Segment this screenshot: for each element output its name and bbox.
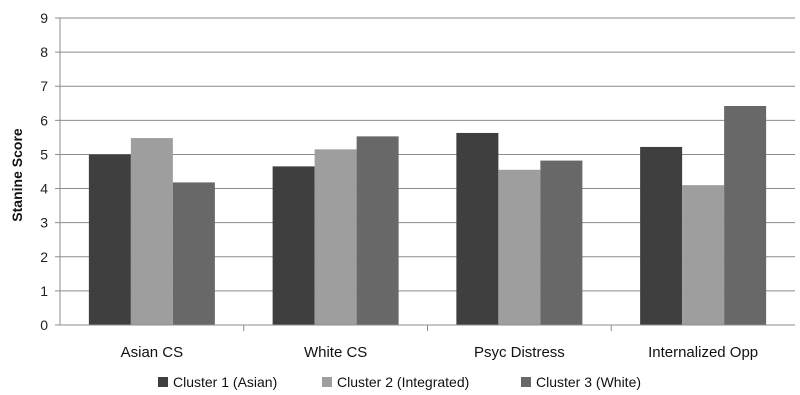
y-tick-label: 1 [40,283,48,299]
bar [88,154,131,325]
y-tick-label: 4 [40,181,48,197]
bar [540,160,583,325]
y-tick-label: 6 [40,112,48,128]
axes [59,18,795,331]
bar [172,182,215,325]
legend-item: Cluster 3 (White) [521,374,641,390]
legend-label: Cluster 1 (Asian) [173,374,277,390]
y-tick-label: 7 [40,78,48,94]
bar [682,185,725,325]
legend-swatch [158,377,168,387]
x-category-label: Psyc Distress [474,344,565,361]
legend-item: Cluster 2 (Integrated) [322,374,469,390]
y-axis-title: Stanine Score [9,128,25,222]
legend-swatch [322,377,332,387]
y-tick-label: 0 [40,317,48,333]
y-tick-labels: 0 1 2 3 4 5 6 7 8 9 [40,10,48,333]
legend-label: Cluster 2 (Integrated) [337,374,469,390]
bar [314,149,357,325]
bar [356,136,399,325]
bar [640,146,683,325]
y-tick-label: 2 [40,249,48,265]
legend-item: Cluster 1 (Asian) [158,374,277,390]
y-tick-label: 9 [40,10,48,26]
y-tick-label: 8 [40,44,48,60]
bar [456,132,499,325]
legend-swatch [521,377,531,387]
bar [272,166,315,325]
bar [498,169,541,325]
legend-label: Cluster 3 (White) [536,374,641,390]
x-category-label: Asian CS [121,344,184,361]
y-tick-label: 3 [40,215,48,231]
x-category-label: White CS [304,344,367,361]
x-category-label: Internalized Opp [648,344,758,361]
bars [88,106,767,325]
legend: Cluster 1 (Asian) Cluster 2 (Integrated) C… [158,374,641,390]
y-tick-label: 5 [40,146,48,162]
category-labels: Asian CS White CS Psyc Distress Internalize… [121,344,759,361]
bar [724,106,767,325]
bar [130,138,173,325]
